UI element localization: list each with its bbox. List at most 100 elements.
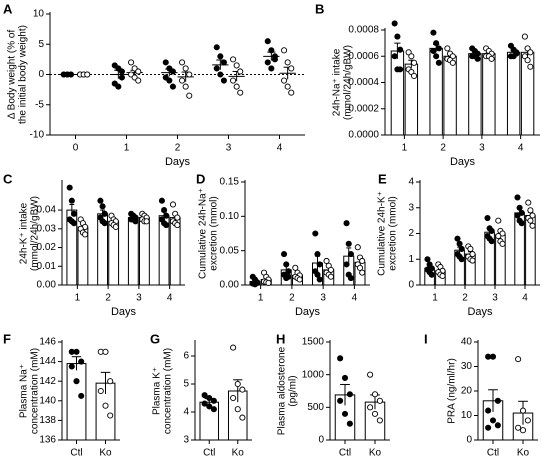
y-tick-label: -10 bbox=[30, 130, 45, 141]
y-tick-label: 0.00 bbox=[37, 280, 57, 291]
data-point bbox=[359, 269, 366, 276]
y-tick-label: 30 bbox=[461, 361, 473, 372]
data-point bbox=[163, 212, 170, 219]
y-tick-label: 3 bbox=[408, 202, 414, 213]
data-point bbox=[213, 65, 220, 72]
y-tick-label: 2 bbox=[408, 228, 414, 239]
y-axis-label: Cumulative 24h-K⁺ bbox=[377, 191, 388, 276]
bar bbox=[482, 53, 496, 136]
data-point bbox=[341, 410, 349, 417]
data-point bbox=[411, 59, 418, 66]
x-tick-label: 4 bbox=[167, 293, 173, 304]
data-point bbox=[217, 71, 224, 78]
y-tick-label: 142 bbox=[39, 376, 56, 387]
y-axis-label: the initial body weight) bbox=[18, 25, 29, 124]
data-point bbox=[424, 256, 431, 263]
y-tick-label: 0 bbox=[408, 280, 414, 291]
y-axis-label: Plasma K⁺ bbox=[152, 367, 163, 415]
y-axis-label: Plasma Na⁺ bbox=[19, 364, 30, 418]
data-point bbox=[433, 40, 440, 47]
data-point bbox=[220, 77, 227, 84]
data-point bbox=[230, 77, 237, 84]
y-tick-label: 0.04 bbox=[37, 205, 57, 216]
data-point bbox=[449, 59, 456, 66]
x-tick-label: Ko bbox=[99, 448, 112, 459]
data-point bbox=[376, 397, 383, 404]
panel-label: C bbox=[3, 171, 13, 186]
data-point bbox=[68, 363, 75, 370]
data-point bbox=[408, 53, 415, 60]
y-tick-label: 1000 bbox=[302, 369, 325, 380]
data-point bbox=[428, 271, 435, 278]
panel-label: B bbox=[315, 1, 324, 16]
data-point bbox=[118, 68, 125, 75]
x-axis-label: Days bbox=[295, 306, 321, 318]
data-point bbox=[169, 83, 176, 90]
data-point bbox=[312, 230, 319, 237]
data-point bbox=[345, 240, 352, 247]
y-tick-label: 136 bbox=[39, 435, 56, 446]
data-point bbox=[495, 233, 502, 240]
data-point bbox=[70, 220, 78, 227]
panel-label: F bbox=[3, 331, 11, 346]
x-tick-label: Ko bbox=[369, 448, 382, 459]
data-point bbox=[435, 59, 442, 66]
data-point bbox=[494, 422, 501, 429]
data-point bbox=[233, 62, 240, 69]
data-point bbox=[343, 220, 350, 227]
data-point bbox=[280, 251, 288, 258]
data-point bbox=[346, 391, 353, 398]
data-point bbox=[527, 49, 534, 56]
data-point bbox=[237, 89, 244, 96]
data-point bbox=[314, 251, 321, 258]
data-point bbox=[341, 374, 349, 381]
data-point bbox=[327, 266, 335, 273]
data-point bbox=[102, 348, 109, 355]
data-point bbox=[527, 207, 534, 214]
data-point bbox=[169, 68, 176, 75]
data-point bbox=[115, 83, 122, 90]
y-axis-label: 24h-Na⁺ intake bbox=[332, 48, 343, 116]
data-point bbox=[488, 238, 495, 245]
x-axis-label: Days bbox=[450, 156, 476, 168]
data-point bbox=[101, 220, 108, 227]
x-tick-label: 3 bbox=[479, 143, 485, 154]
data-point bbox=[288, 89, 295, 96]
data-point bbox=[201, 392, 208, 399]
data-point bbox=[484, 214, 491, 222]
data-point bbox=[347, 275, 355, 282]
bar bbox=[138, 217, 150, 286]
y-tick-label: 0.0008 bbox=[348, 25, 379, 36]
x-tick-label: 2 bbox=[105, 293, 111, 304]
data-point bbox=[102, 402, 109, 409]
data-point bbox=[234, 380, 241, 388]
data-point bbox=[166, 77, 173, 84]
data-point bbox=[316, 276, 323, 283]
data-point bbox=[82, 231, 89, 238]
y-tick-label: 0.02 bbox=[37, 242, 57, 253]
data-point bbox=[285, 273, 292, 280]
y-tick-label: 10 bbox=[461, 410, 473, 421]
data-point bbox=[268, 65, 275, 72]
x-tick-label: 3 bbox=[492, 293, 498, 304]
x-axis-label: Days bbox=[165, 156, 191, 168]
data-point bbox=[489, 417, 497, 424]
data-point bbox=[458, 256, 465, 263]
data-point bbox=[337, 397, 344, 404]
data-point bbox=[469, 257, 476, 264]
data-point bbox=[371, 391, 379, 398]
bar bbox=[468, 53, 482, 136]
data-point bbox=[78, 392, 85, 399]
data-point bbox=[179, 59, 186, 66]
bar bbox=[127, 217, 139, 286]
y-tick-label: 0.05 bbox=[220, 245, 240, 256]
data-point bbox=[524, 417, 531, 424]
data-point bbox=[107, 412, 114, 419]
data-point bbox=[206, 394, 213, 402]
data-point bbox=[527, 217, 534, 224]
data-point bbox=[397, 46, 404, 53]
y-tick-label: 0.0002 bbox=[348, 103, 379, 114]
y-axis-label: PRA (ng/ml/hr) bbox=[447, 358, 458, 424]
data-point bbox=[186, 71, 193, 78]
data-point bbox=[515, 356, 522, 363]
